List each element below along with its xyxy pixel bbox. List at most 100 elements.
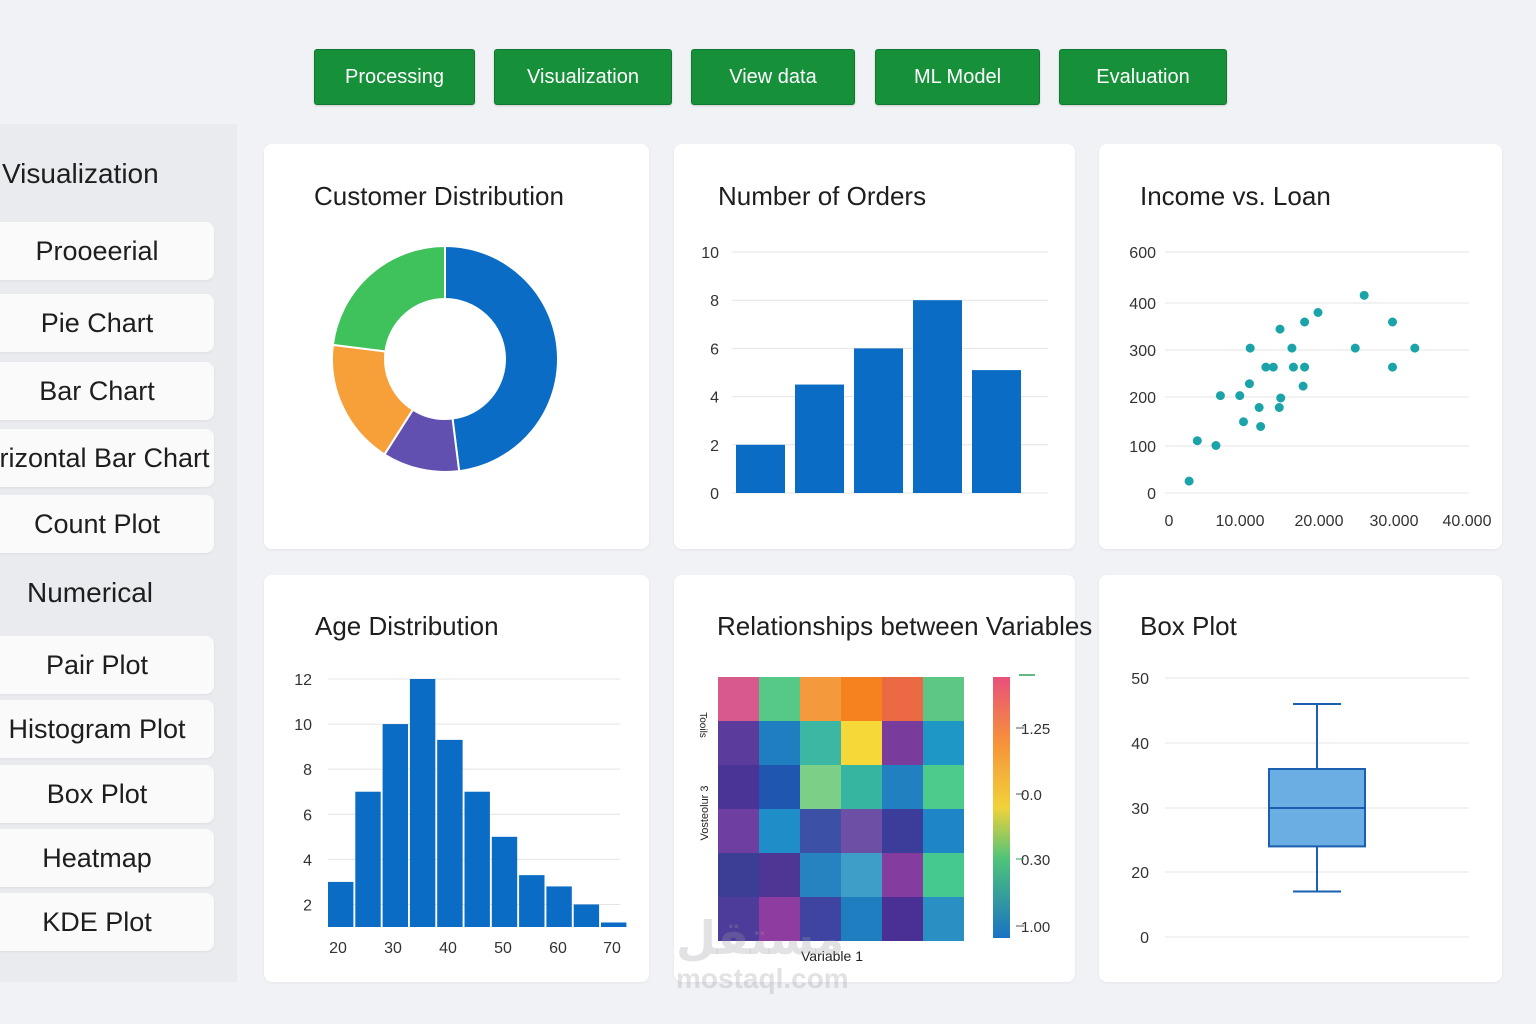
heatmap-cell [759, 765, 800, 809]
heatmap-cell [923, 765, 964, 809]
x-axis-label: Variable 1 [801, 948, 863, 964]
colorbar-tick-label: 0.30 [1021, 852, 1050, 869]
heatmap-cell [718, 809, 759, 853]
y-axis-label: Vosteolur 3 [699, 785, 711, 840]
x-tick-label: 20.000 [1295, 513, 1344, 530]
processing-button[interactable]: Processing [314, 49, 475, 105]
heatmap-cell [923, 677, 964, 721]
scatter-point [1275, 324, 1285, 334]
sidebar-item-kde-plot[interactable]: KDE Plot [0, 893, 214, 951]
scatter-point [1313, 308, 1323, 317]
donut-chart [331, 244, 559, 473]
heatmap-cell [882, 677, 923, 721]
sidebar-item-prooeerial[interactable]: Prooeerial [0, 222, 214, 280]
x-tick-label: 50 [494, 940, 512, 957]
heatmap-cell [800, 677, 841, 721]
y-tick-label: 600 [1129, 245, 1156, 262]
x-tick-label: 70 [603, 940, 621, 957]
x-tick-label: 60 [549, 940, 567, 957]
view-data-button[interactable]: View data [691, 49, 855, 105]
scatter-point [1245, 343, 1255, 353]
y-tick-label: 30 [1131, 801, 1149, 818]
y-tick-label: 8 [710, 293, 719, 310]
scatter-point [1274, 403, 1284, 412]
scatter-point [1211, 441, 1221, 450]
scatter-point [1268, 362, 1278, 372]
heatmap-cell [718, 853, 759, 897]
heatmap-cell [800, 809, 841, 853]
card-title: Income vs. Loan [1140, 181, 1331, 211]
evaluation-button[interactable]: Evaluation [1059, 49, 1227, 105]
heatmap-cell [882, 721, 923, 765]
x-tick-label: 10.000 [1216, 513, 1265, 530]
histogram-bar [573, 904, 600, 927]
scatter-point [1388, 317, 1397, 327]
scatter-point [1288, 362, 1298, 372]
scatter-point [1300, 317, 1310, 327]
y-tick-label: 200 [1129, 390, 1156, 407]
bar [972, 370, 1021, 493]
y-tick-label: 400 [1129, 296, 1156, 313]
heatmap-cell [800, 721, 841, 765]
box-plot-card: Box Plot 0 20 30 40 50 [1099, 575, 1502, 982]
sidebar-item-box-plot[interactable]: Box Plot [0, 765, 214, 823]
y-tick-label: 6 [710, 341, 719, 358]
scatter-point [1410, 343, 1420, 353]
colorbar [993, 677, 1010, 938]
scatter-point [1298, 381, 1308, 391]
box-plot-chart: 0 20 30 40 50 [1131, 671, 1469, 947]
scatter-point [1215, 391, 1225, 401]
y-tick-label: 10 [701, 245, 719, 262]
y-tick-label: 4 [710, 390, 719, 407]
donut-slice [444, 244, 559, 473]
histogram-bar [601, 922, 627, 927]
y-tick-label: 10 [294, 717, 312, 734]
age-distribution-card: Age Distribution 2 4 6 8 10 12 20 30 40 50 60 70 [264, 575, 649, 982]
scatter-point [1235, 391, 1245, 401]
colorbar-tick-label: 0.0 [1021, 787, 1042, 804]
scatter-point [1276, 393, 1286, 403]
y-tick-label: 12 [294, 672, 312, 689]
y-tick-label: 6 [303, 807, 312, 824]
scatter-point [1261, 362, 1271, 372]
sidebar-item-histogram-plot[interactable]: Histogram Plot [0, 700, 214, 758]
y-tick-label: 0 [1140, 930, 1149, 947]
sidebar-item-pair-plot[interactable]: Pair Plot [0, 636, 214, 694]
y-tick-label: 4 [303, 852, 312, 869]
sidebar-item-heatmap[interactable]: Heatmap [0, 829, 214, 887]
histogram-bar [519, 875, 545, 927]
card-title: Customer Distribution [314, 181, 564, 211]
relationships-card: Relationships between Variables Variable… [674, 575, 1092, 982]
histogram-bar [355, 791, 381, 927]
y-tick-label: 2 [303, 897, 312, 914]
heatmap-cell [759, 721, 800, 765]
card-title: Box Plot [1140, 611, 1237, 641]
heatmap-cell [841, 765, 882, 809]
heatmap-cell [718, 677, 759, 721]
bar [736, 444, 785, 493]
histogram-bar [464, 791, 490, 927]
x-tick-label: 30 [384, 940, 402, 957]
heatmap-cell [882, 809, 923, 853]
visualization-button[interactable]: Visualization [494, 49, 672, 105]
heatmap-cell [718, 765, 759, 809]
bar [795, 384, 844, 493]
scatter-point [1388, 362, 1397, 372]
histogram-bar [382, 724, 408, 927]
heatmap-cell [923, 721, 964, 765]
sidebar-item-bar-chart[interactable]: Bar Chart [0, 362, 214, 420]
scatter-point [1359, 290, 1369, 300]
sidebar-item-pie-chart[interactable]: Pie Chart [0, 294, 214, 352]
heatmap-cell [759, 853, 800, 897]
x-tick-label: 0 [1165, 513, 1174, 530]
ml-model-button[interactable]: ML Model [875, 49, 1040, 105]
sidebar-item-count-plot[interactable]: Count Plot [0, 495, 214, 553]
sidebar-section-numerical: Numerical [27, 577, 154, 608]
y-tick-label: 2 [710, 438, 719, 455]
colorbar-tick-label: 1.00 [1021, 919, 1050, 936]
sidebar-item-horizontal-bar-chart[interactable]: orizontal Bar Chart [0, 429, 214, 487]
card-title: Age Distribution [315, 611, 499, 641]
heatmap-cell [882, 897, 923, 941]
y-axis-label-top: Tooils [697, 712, 708, 738]
heatmap-cell [882, 853, 923, 897]
